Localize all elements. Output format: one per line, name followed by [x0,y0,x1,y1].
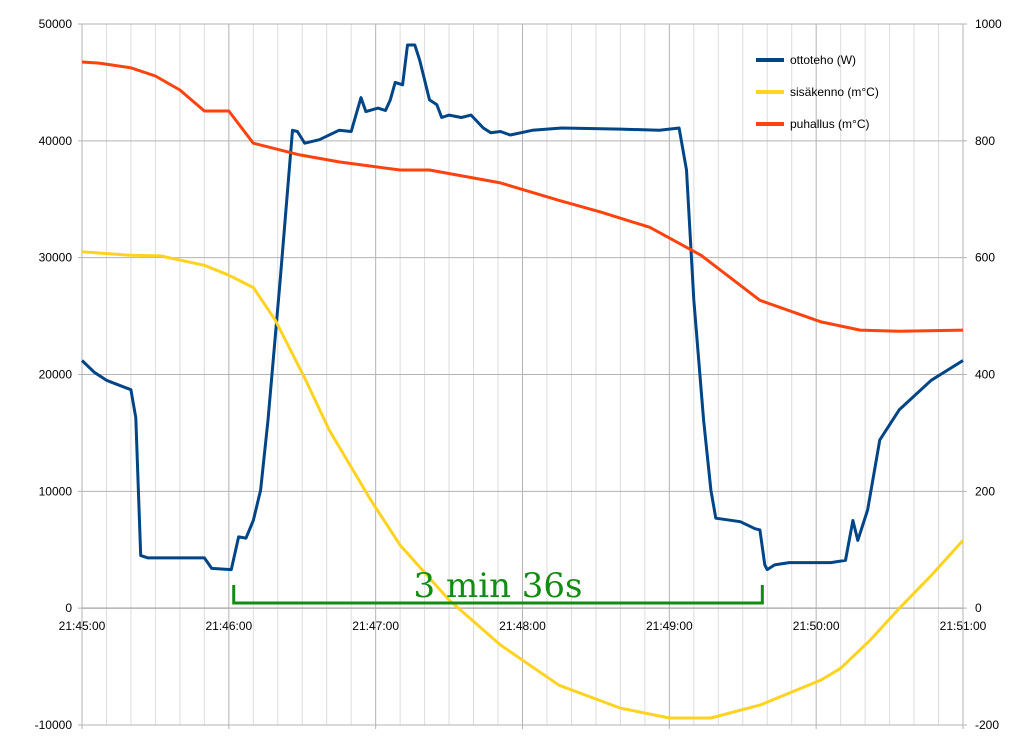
right-axis-tick-label: 1000 [975,17,1002,31]
series-line-1 [81,250,965,720]
right-axis-tick-label: 0 [975,601,982,615]
x-axis-tick-label: 21:51:00 [940,619,987,633]
right-axis-tick-label: -200 [975,718,999,732]
series-layer [80,43,965,720]
x-axis-tick-label: 21:46:00 [205,619,252,633]
duration-label: 3 min 36s [414,566,583,606]
right-axis-tick-label: 800 [975,134,995,148]
legend-label: puhallus (m°C) [790,117,870,131]
left-axis-tick-label: 50000 [39,17,73,31]
x-axis-tick-label: 21:48:00 [499,619,546,633]
left-axis-tick-label: -10000 [35,718,73,732]
legend-label: sisäkenno (m°C) [790,85,879,99]
duration-bracket [232,585,764,605]
grid [78,23,967,729]
series-line-2 [81,60,964,333]
legend: ottoteho (W) sisäkenno (m°C) puhallus (m°C… [756,53,879,131]
left-axis-tick-label: 20000 [39,368,73,382]
x-axis-tick-label: 21:49:00 [646,619,693,633]
x-axis-tick-label: 21:47:00 [352,619,399,633]
left-axis-tick-label: 30000 [39,251,73,265]
legend-label: ottoteho (W) [790,53,856,67]
tick-labels: -10000 0 10000 20000 30000 40000 50000 -200 0 200… [35,17,1002,732]
series-line-0 [80,43,964,572]
right-axis-tick-label: 200 [975,484,995,498]
left-axis-tick-label: 40000 [39,134,73,148]
right-axis-tick-label: 400 [975,368,995,382]
right-axis-tick-label: 600 [975,251,995,265]
x-axis-tick-label: 21:45:00 [59,619,106,633]
left-axis-tick-label: 0 [65,601,72,615]
left-axis-tick-label: 10000 [39,484,73,498]
x-axis-tick-label: 21:50:00 [793,619,840,633]
duration-annotation: 3 min 36s [232,566,764,606]
